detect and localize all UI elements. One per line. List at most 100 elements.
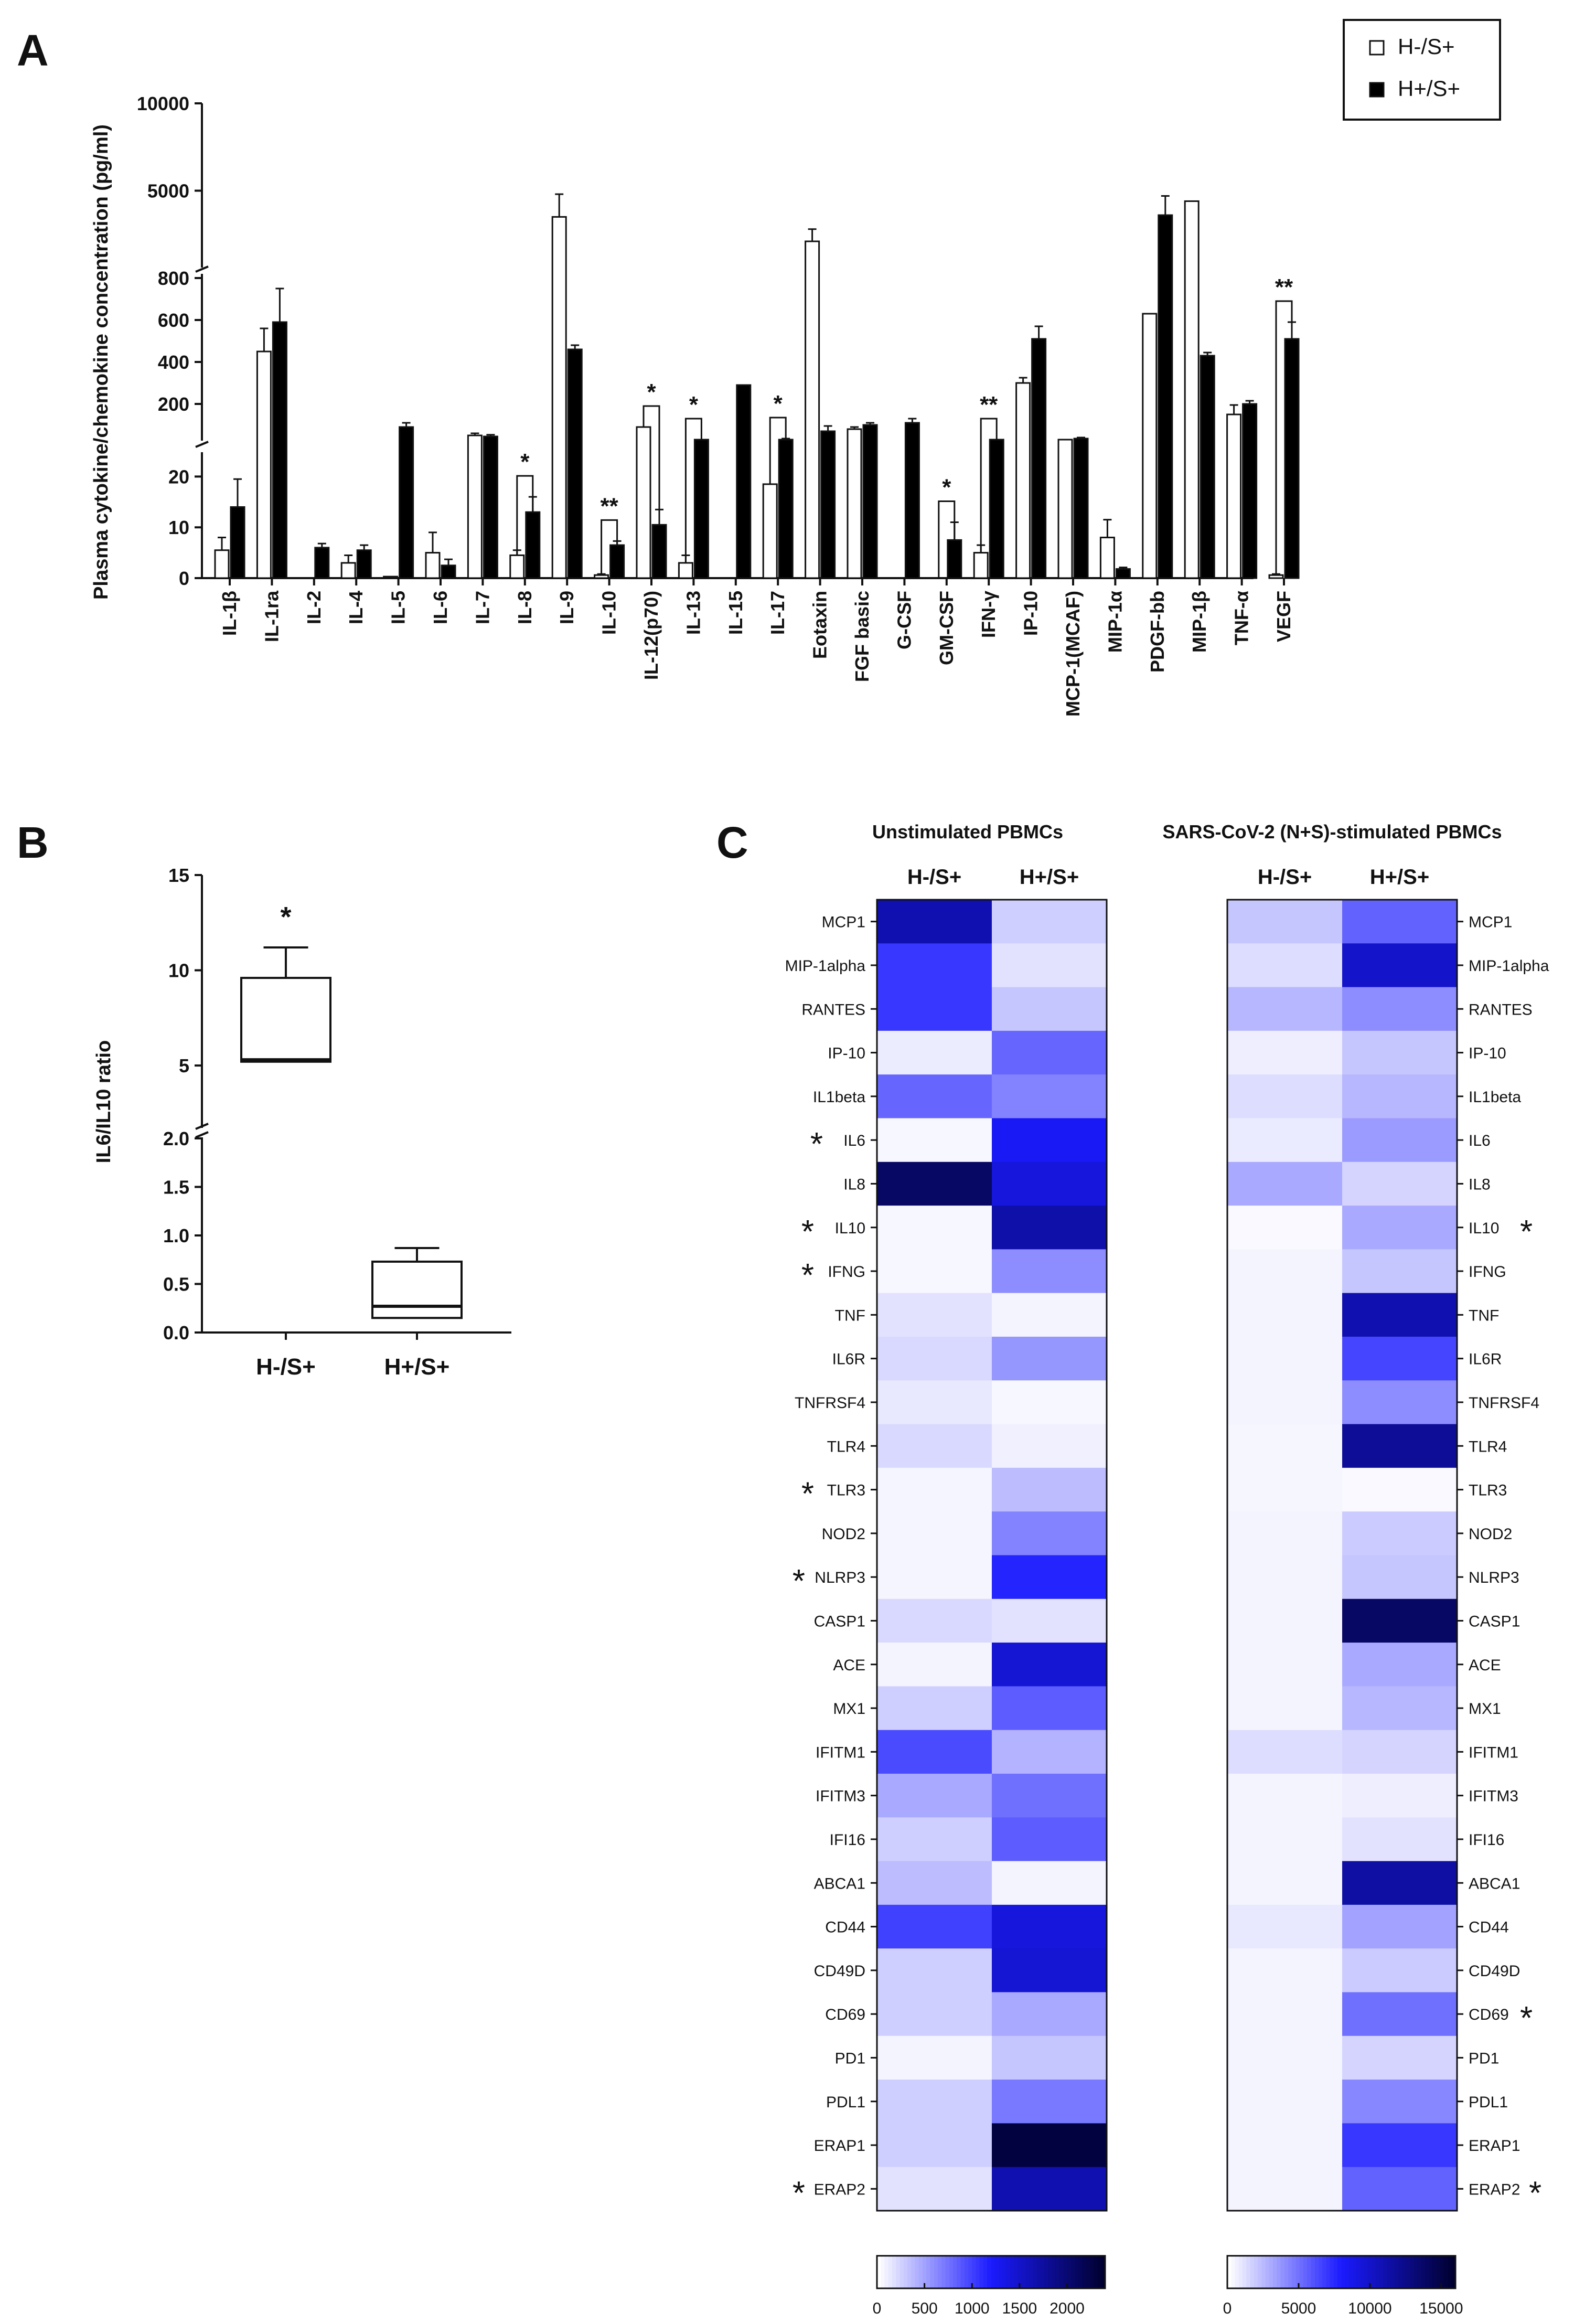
colorbar-segment <box>1319 2256 1323 2288</box>
y-tick-label: 10 <box>168 517 189 538</box>
y-tick-label: 0 <box>179 568 189 589</box>
heatmap-cell <box>1227 1380 1342 1425</box>
colorbar-segment <box>1055 2256 1060 2288</box>
significance-bracket <box>1275 300 1293 575</box>
heatmap-row-label: ACE <box>833 1657 865 1674</box>
colorbar-segment <box>1448 2256 1452 2288</box>
y-tick-label: 5 <box>179 1055 189 1076</box>
colorbar-segment <box>960 2256 965 2288</box>
heatmap-row-label: MIP-1alpha <box>1469 957 1549 975</box>
colorbar-segment <box>1364 2256 1368 2288</box>
colorbar-segment <box>1299 2256 1304 2288</box>
heatmap-row-star: * <box>801 1214 814 1250</box>
colorbar-segment <box>938 2256 942 2288</box>
legend-swatch-filled <box>1369 82 1385 98</box>
heatmap-cell <box>1342 1686 1457 1731</box>
heatmap-row-label: ERAP1 <box>814 2137 865 2155</box>
colorbar-segment <box>987 2256 992 2288</box>
colorbar-segment <box>945 2256 950 2288</box>
heatmap-row-label: IL10 <box>1469 1220 1499 1237</box>
colorbar-segment <box>1440 2256 1444 2288</box>
colorbar-tick-label: 1000 <box>955 2300 990 2317</box>
heatmap-row-label: ERAP1 <box>1469 2137 1520 2155</box>
colorbar-segment <box>1010 2256 1014 2288</box>
colorbar-segment <box>972 2256 977 2288</box>
heatmap-cell <box>1342 1337 1457 1381</box>
heatmap-cell <box>992 1118 1107 1163</box>
bar-h-s-filled <box>1115 568 1131 579</box>
colorbar-segment <box>1410 2256 1414 2288</box>
heatmap-cell <box>1342 1467 1457 1512</box>
heatmap-row-label: CD49D <box>1469 1963 1520 1980</box>
heatmap-row-label: PD1 <box>1469 2050 1499 2067</box>
colorbar-segment <box>941 2256 946 2288</box>
bar-h-s-filled <box>1200 355 1215 579</box>
heatmap-cell <box>992 943 1107 988</box>
colorbar-segment <box>1307 2256 1312 2288</box>
heatmap-row-label: TLR4 <box>1469 1438 1507 1455</box>
significance-star: ** <box>980 392 998 418</box>
heatmap-cell <box>877 1337 992 1381</box>
heatmap-cell <box>1342 1118 1457 1163</box>
colorbar-tick-label: 15000 <box>1419 2300 1463 2317</box>
colorbar-segment <box>1295 2256 1300 2288</box>
colorbar-tick-label: 10000 <box>1348 2300 1391 2317</box>
bar-h-s-filled <box>862 424 878 579</box>
heatmap-cell <box>877 943 992 988</box>
heatmap-row-label: NLRP3 <box>815 1569 865 1586</box>
heatmap-cell <box>992 1337 1107 1381</box>
y-tick-label: 1.0 <box>163 1225 189 1246</box>
significance-star: ** <box>600 493 618 519</box>
colorbar-segment <box>881 2256 885 2288</box>
colorbar-segment <box>1094 2256 1098 2288</box>
colorbar-segment <box>1311 2256 1315 2288</box>
colorbar-segment <box>1284 2256 1289 2288</box>
colorbar-segment <box>1021 2256 1026 2288</box>
bar-h-s-open <box>1184 200 1200 579</box>
colorbar-segment <box>1280 2256 1285 2288</box>
heatmap-row-label: MX1 <box>1469 1700 1501 1718</box>
colorbar-segment <box>1432 2256 1437 2288</box>
colorbar-segment <box>999 2256 1003 2288</box>
heatmap-cell <box>877 1118 992 1163</box>
y-tick-label: 0.5 <box>163 1274 189 1295</box>
heatmap-row-label: ACE <box>1469 1657 1501 1674</box>
heatmap-cell <box>877 1817 992 1862</box>
legend-label-open: H-/S+ <box>1398 34 1455 59</box>
heatmap-cell <box>1227 1861 1342 1905</box>
heatmap-cell <box>877 900 992 944</box>
colorbar-segment <box>1368 2256 1373 2288</box>
heatmap-cell <box>992 1424 1107 1468</box>
panel-a-bar-chart: Plasma cytokine/chemokine concentration … <box>90 93 1300 717</box>
heatmap-cell <box>1342 1030 1457 1075</box>
bar-h-s-filled <box>904 422 920 579</box>
significance-bracket <box>516 475 534 556</box>
colorbar-segment <box>1078 2256 1083 2288</box>
bar-h-s-open <box>1268 574 1284 579</box>
y-tick-label: 10000 <box>137 93 189 114</box>
heatmap-cell <box>1227 1948 1342 1993</box>
significance-star: * <box>774 391 783 417</box>
x-tick-label: FGF basic <box>851 591 873 682</box>
y-tick-label: 0.0 <box>163 1322 189 1344</box>
colorbar-segment <box>953 2256 957 2288</box>
significance-star: * <box>647 379 656 405</box>
colorbar-segment <box>1033 2256 1037 2288</box>
colorbar-segment <box>1052 2256 1056 2288</box>
significance-bracket <box>769 417 787 484</box>
x-tick-label: G-CSF <box>893 591 915 649</box>
heatmap-cell <box>992 1293 1107 1337</box>
x-tick-label: PDGF-bb <box>1147 591 1168 673</box>
x-tick-label: IL-15 <box>725 591 746 635</box>
colorbar-segment <box>1048 2256 1053 2288</box>
heatmap-row-label: TNF <box>1469 1307 1499 1324</box>
heatmap-row-label: RANTES <box>1469 1001 1533 1018</box>
heatmap-cell <box>992 1948 1107 1993</box>
heatmap-column-label: H-/S+ <box>1258 866 1312 889</box>
heatmap-cell <box>992 1598 1107 1643</box>
heatmap-cell <box>1227 1904 1342 1949</box>
heatmap-cell <box>1227 1206 1342 1250</box>
colorbar-segment <box>1417 2256 1422 2288</box>
heatmap-row-label: TLR3 <box>827 1482 865 1499</box>
colorbar-segment <box>934 2256 938 2288</box>
